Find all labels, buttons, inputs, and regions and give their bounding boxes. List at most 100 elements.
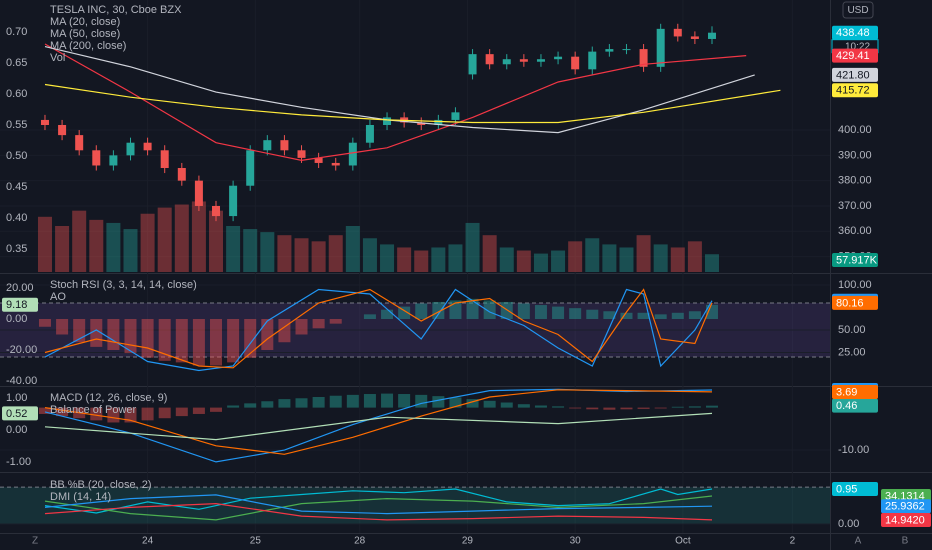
candle-body [160, 150, 169, 169]
y2-tick-label: 0.00 [6, 424, 27, 436]
volume-bar [191, 201, 206, 272]
volume-bar [653, 244, 668, 272]
volume-bar [568, 241, 583, 272]
legend-entry: Vol [50, 52, 65, 64]
x-tick-label: 24 [142, 536, 154, 547]
indicator-line [44, 288, 713, 372]
last-value-label: 80.16 [836, 297, 864, 309]
countdown-label: 10:22 [845, 41, 870, 52]
last-value-label: 438.48 [836, 27, 870, 39]
histogram-bar [381, 309, 394, 319]
currency-label[interactable]: USD [847, 5, 868, 16]
histogram-bar [534, 405, 547, 408]
histogram-bar [73, 319, 86, 343]
histogram-bar [483, 300, 496, 319]
y-tick-label: 400.00 [838, 124, 872, 136]
histogram-bar [107, 319, 120, 350]
histogram-bar [671, 312, 684, 319]
indicator-line [44, 389, 713, 455]
pane-title: TESLA INC, 30, Cboe BZX [50, 4, 182, 16]
candle-body [246, 150, 255, 186]
volume-bar [260, 232, 275, 272]
y-tick-label: 100.00 [838, 279, 872, 291]
histogram-bar [432, 301, 445, 319]
candle-body [40, 119, 49, 125]
volume-bar [687, 241, 702, 272]
volume-bar [362, 238, 377, 272]
histogram-bar [295, 319, 308, 335]
histogram-bar [705, 304, 718, 319]
candle-body [75, 135, 84, 151]
volume-bar [243, 229, 258, 272]
x-tick-label: 30 [570, 536, 582, 547]
y2-tick-label: 0.70 [6, 26, 27, 38]
histogram-bar [671, 406, 684, 408]
y2-tick-label: 0.55 [6, 119, 27, 131]
histogram-bar [38, 407, 51, 414]
histogram-bar [227, 405, 240, 408]
last-value-label: 0.52 [6, 408, 27, 420]
y2-tick-label: -20.00 [6, 344, 37, 356]
volume-bar [551, 250, 566, 272]
histogram-bar [312, 319, 325, 329]
legend-entry: MA (50, close) [50, 28, 120, 40]
volume-bar [209, 210, 224, 272]
volume-bar [226, 226, 241, 272]
histogram-bar [210, 319, 223, 366]
y2-tick-label: 0.65 [6, 57, 27, 69]
last-value-label: 3.69 [836, 386, 857, 398]
band-fill [0, 487, 830, 525]
x-tick-label: 25 [250, 536, 262, 547]
histogram-bar [552, 406, 565, 408]
zoom-button[interactable]: Z [32, 536, 38, 547]
histogram-bar [158, 319, 171, 361]
candle-body [571, 56, 580, 70]
last-value-badge [881, 499, 931, 514]
pane-title: MACD (12, 26, close, 9) [50, 392, 167, 404]
volume-bar [89, 219, 104, 272]
legend-entry: MA (20, close) [50, 16, 120, 28]
volume-bar [431, 247, 446, 272]
candle-body [194, 180, 203, 206]
histogram-bar [312, 396, 325, 408]
histogram-bar [158, 407, 171, 419]
histogram-bar [261, 401, 274, 408]
last-value-label: 9.18 [6, 299, 27, 311]
y-tick-label: 380.00 [838, 175, 872, 187]
legend-entry: Balance of Power [50, 404, 137, 416]
candle-body [143, 142, 152, 151]
indicator-line [44, 288, 713, 369]
histogram-bar [363, 314, 376, 319]
histogram-bar [483, 400, 496, 408]
histogram-bar [415, 303, 428, 319]
histogram-bar [517, 404, 530, 408]
scale-button[interactable]: B [902, 536, 909, 547]
last-value-badge [832, 295, 878, 310]
last-value-badge [832, 253, 878, 267]
auto-scale-button[interactable]: A [855, 536, 862, 547]
last-value-badge [832, 398, 878, 413]
candle-body [92, 150, 101, 166]
candle-body [348, 142, 357, 166]
histogram-bar [141, 319, 154, 358]
histogram-bar [517, 303, 530, 319]
y2-tick-label: 0.60 [6, 88, 27, 100]
histogram-bar [449, 397, 462, 408]
histogram-bar [141, 407, 154, 421]
candle-body [314, 157, 323, 163]
histogram-bar [654, 407, 667, 409]
histogram-bar [363, 394, 376, 408]
y2-tick-label: 0.35 [6, 243, 27, 255]
candle-body [434, 119, 443, 125]
histogram-bar [620, 312, 633, 319]
candle-body [229, 185, 238, 217]
histogram-bar [295, 398, 308, 408]
candle-body [673, 28, 682, 37]
currency-button[interactable] [842, 1, 874, 19]
volume-bar [55, 226, 70, 272]
candle-body [417, 122, 426, 125]
volume-bar [157, 207, 172, 272]
last-value-badge [832, 48, 878, 63]
x-tick-label: 28 [354, 536, 366, 547]
